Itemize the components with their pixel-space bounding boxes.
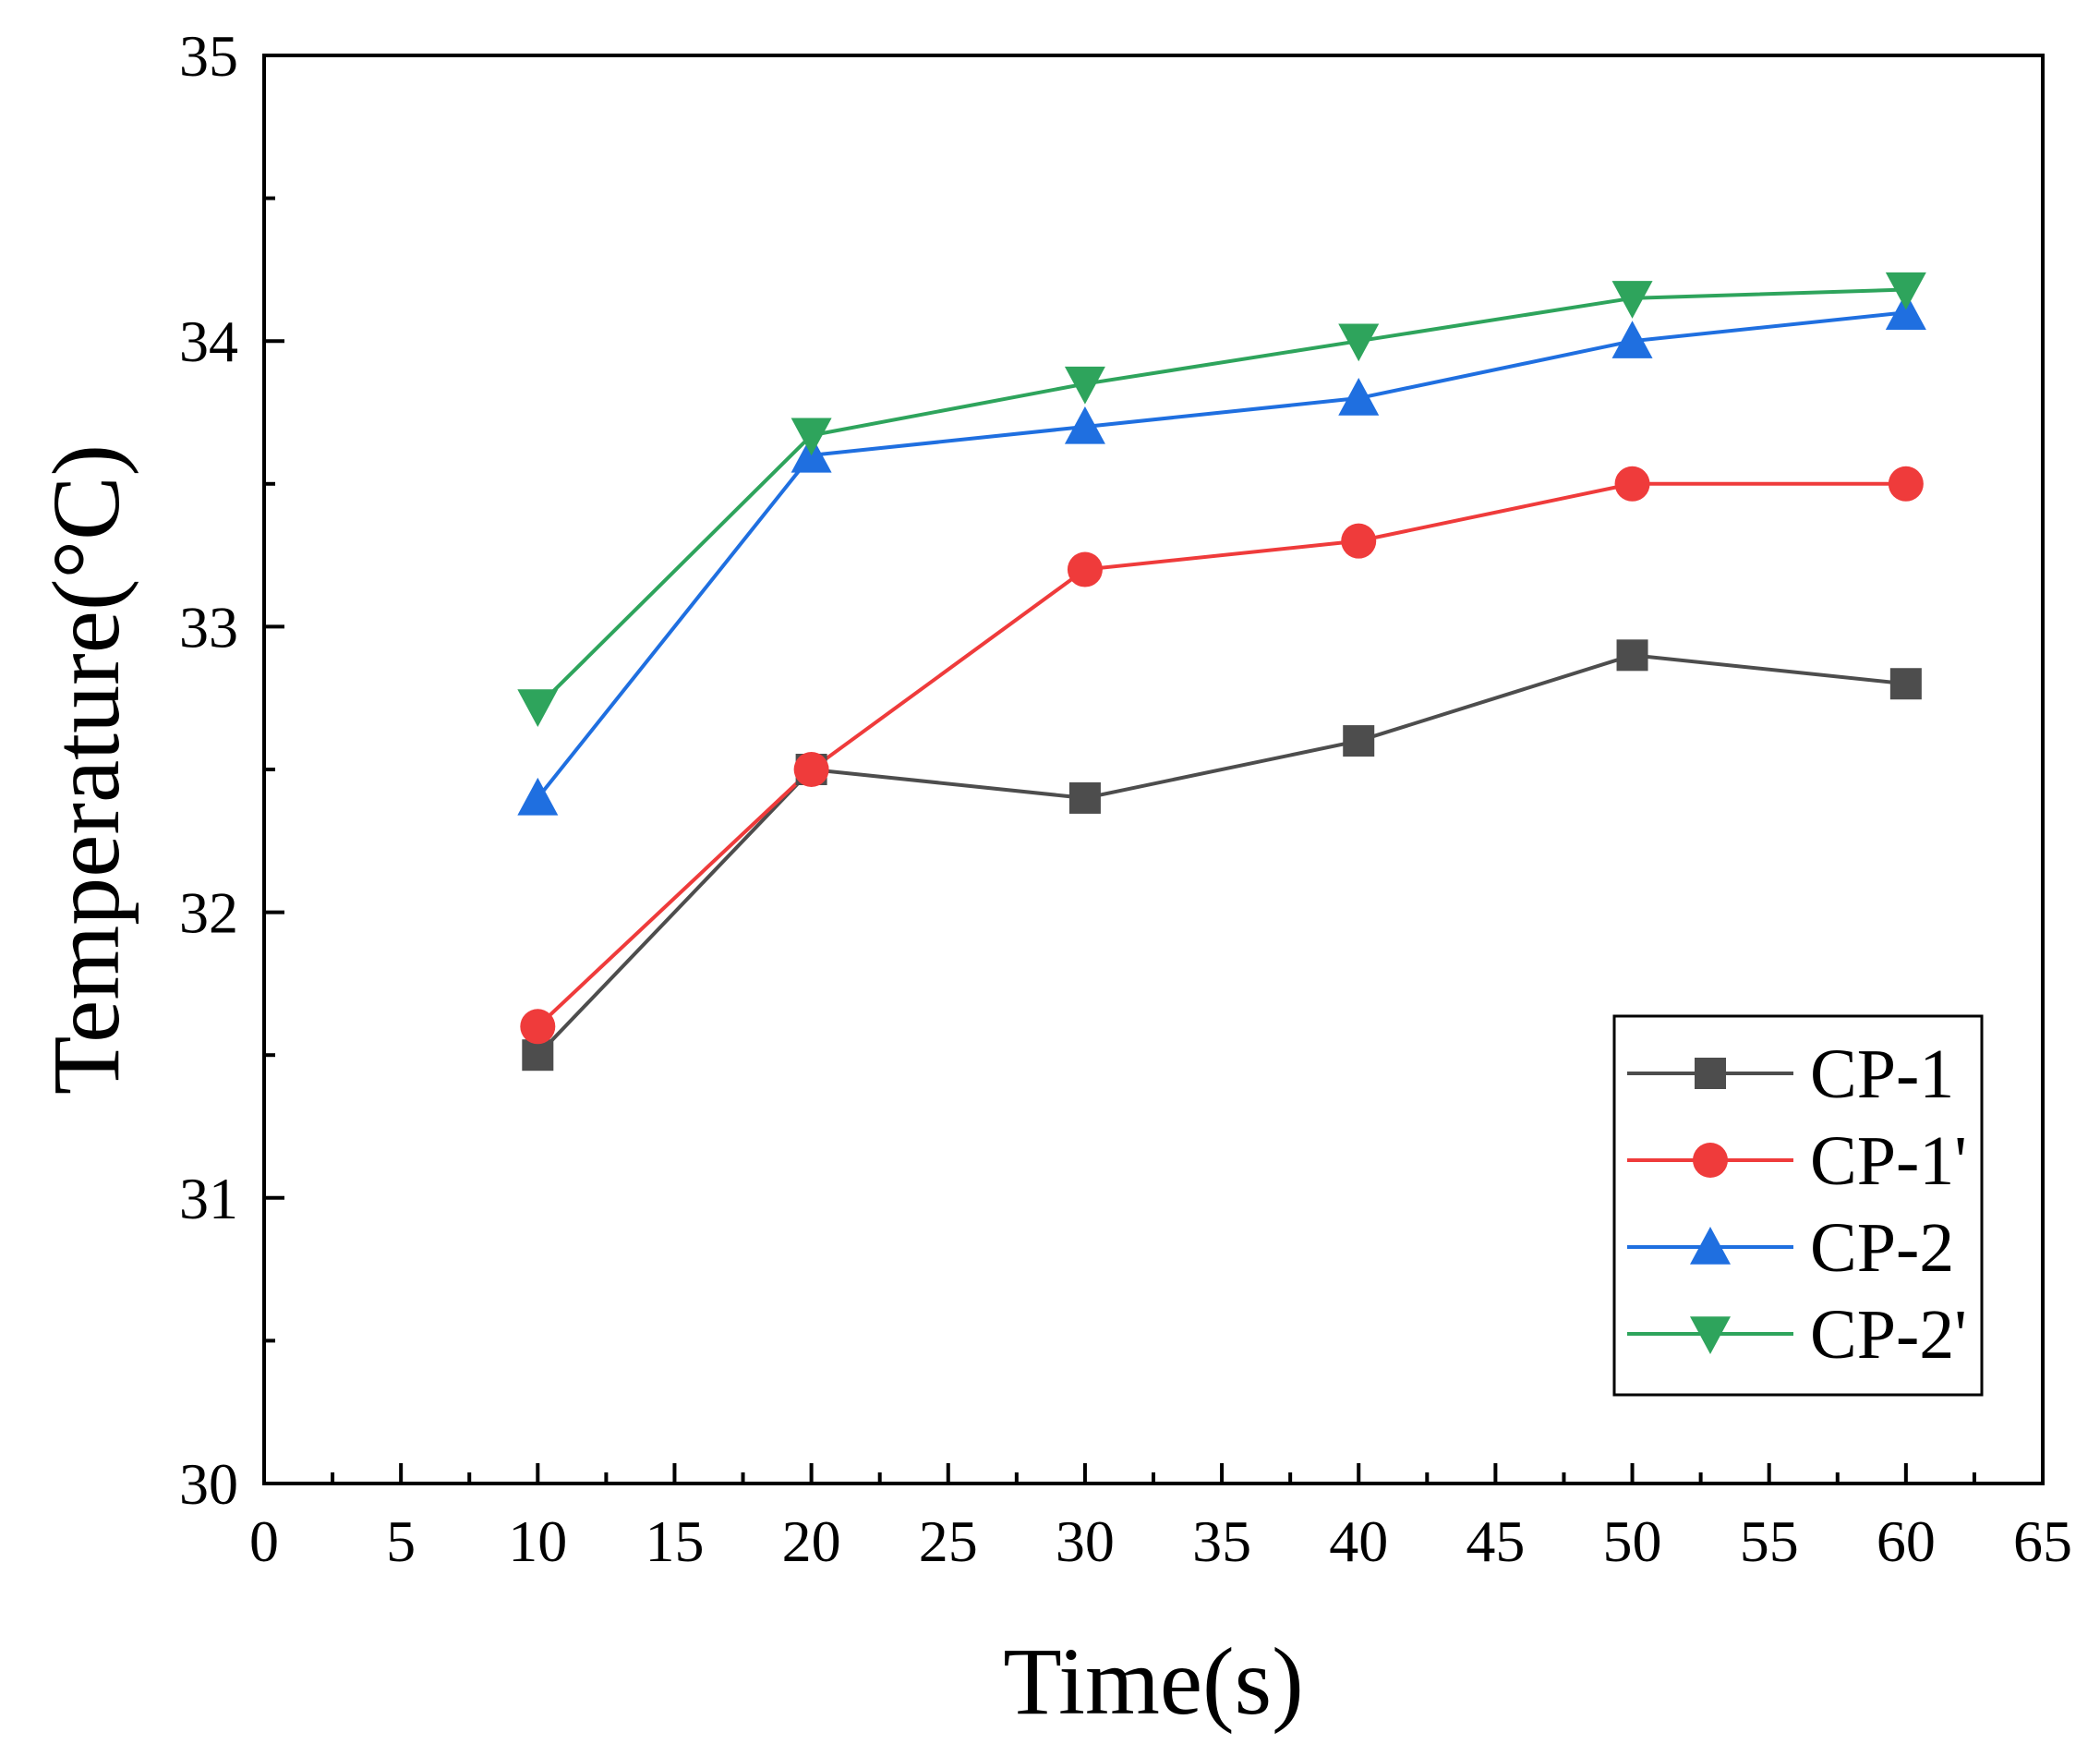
- x-tick-label: 60: [1877, 1508, 1936, 1574]
- data-point: [517, 777, 559, 816]
- series-line: [536, 653, 1907, 1057]
- y-tick-label: 35: [179, 23, 238, 89]
- legend-marker: [1690, 1316, 1731, 1354]
- legend-box: [1612, 1014, 1984, 1397]
- data-point: [522, 1039, 554, 1072]
- y-axis-title: Temperature(°C): [33, 444, 139, 1095]
- x-tick-label: 50: [1603, 1508, 1662, 1574]
- x-tick-label: 40: [1329, 1508, 1388, 1574]
- legend: CP-1 CP-1' CP-2 CP-2': [1612, 1014, 1984, 1397]
- x-tick-label: 30: [1056, 1508, 1115, 1574]
- legend-marker: [1693, 1143, 1728, 1178]
- data-point: [1616, 639, 1648, 672]
- data-point: [1067, 551, 1103, 587]
- x-axis-title: Time(s): [1003, 1629, 1304, 1735]
- x-tick-label: 10: [508, 1508, 567, 1574]
- data-point: [1889, 668, 1922, 700]
- series-line: [536, 287, 1906, 708]
- y-tick-label: 31: [179, 1166, 238, 1231]
- x-tick-label: 55: [1740, 1508, 1799, 1574]
- series-line: [536, 310, 1907, 800]
- legend-marker: [1695, 1058, 1726, 1089]
- x-tick-label: 25: [919, 1508, 978, 1574]
- data-point: [1888, 466, 1924, 502]
- data-point: [1068, 781, 1101, 814]
- legend-label: CP-1: [1810, 1035, 1954, 1113]
- legend-marker: [1690, 1227, 1731, 1265]
- x-tick-label: 5: [386, 1508, 416, 1574]
- data-point: [1611, 281, 1653, 319]
- y-tick-label: 30: [179, 1451, 238, 1517]
- data-point: [517, 689, 559, 727]
- data-point: [1343, 725, 1375, 757]
- data-point: [791, 418, 832, 456]
- series-line: [536, 481, 1906, 1028]
- data-point: [1885, 292, 1926, 330]
- data-point: [1611, 321, 1653, 358]
- x-axis: 0 5 10 15 20 25 30 35 40 45 50 55 60 65: [249, 1463, 2072, 1574]
- data-point: [1614, 466, 1650, 502]
- data-point: [1064, 406, 1105, 444]
- legend-label: CP-1': [1810, 1122, 1967, 1200]
- data-point: [1064, 366, 1105, 405]
- data-point: [1338, 378, 1380, 416]
- data-point: [1885, 272, 1926, 310]
- x-tick-label: 15: [645, 1508, 704, 1574]
- y-tick-label: 32: [179, 880, 238, 946]
- data-point: [1338, 323, 1380, 362]
- data-point: [793, 752, 829, 787]
- x-tick-label: 35: [1192, 1508, 1251, 1574]
- x-tick-label: 45: [1466, 1508, 1525, 1574]
- legend-label: CP-2: [1810, 1209, 1954, 1287]
- y-axis: 30 31 32 33 34 35: [179, 23, 284, 1517]
- legend-label: CP-2': [1810, 1296, 1967, 1374]
- data-point: [1341, 523, 1377, 559]
- series-group: [517, 272, 1926, 1072]
- y-tick-label: 34: [179, 309, 238, 374]
- y-tick-label: 33: [179, 594, 238, 660]
- data-point: [520, 1009, 556, 1045]
- x-tick-label: 0: [249, 1508, 279, 1574]
- x-tick-label: 20: [782, 1508, 841, 1574]
- x-tick-label: 65: [2013, 1508, 2072, 1574]
